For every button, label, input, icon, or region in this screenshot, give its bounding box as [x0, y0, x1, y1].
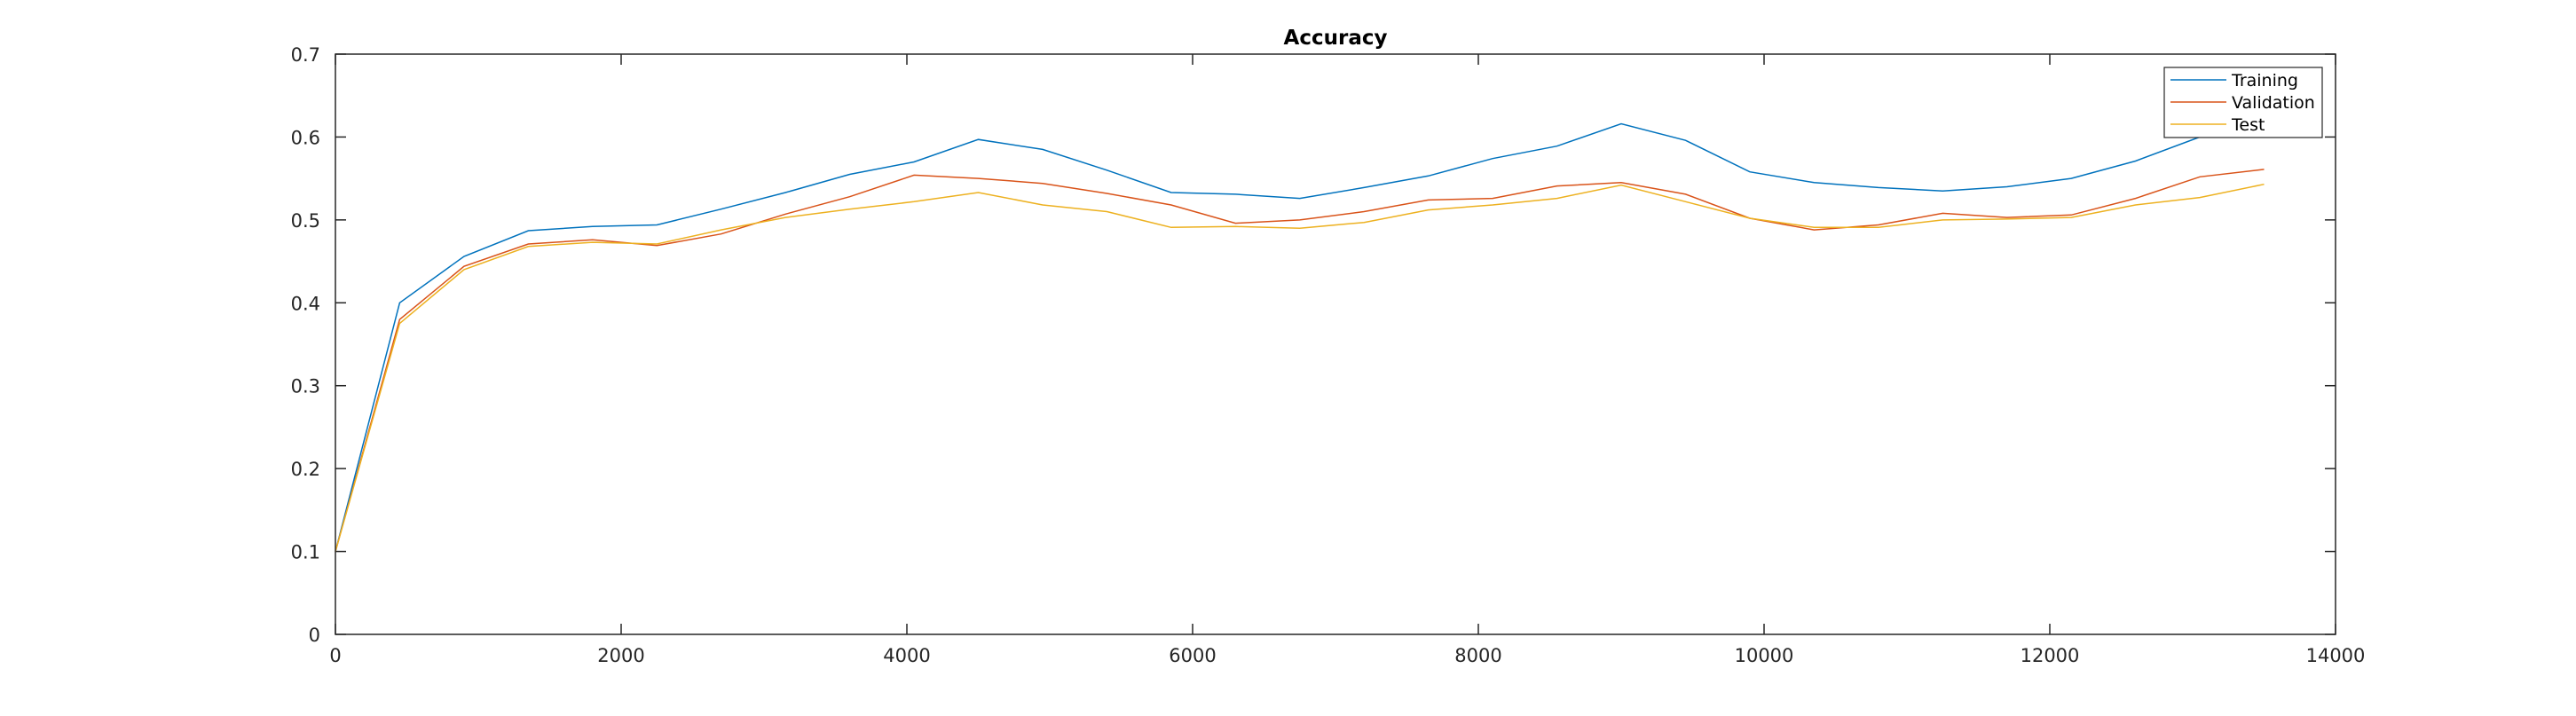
y-tick-label: 0.4 — [291, 293, 320, 314]
y-tick-label: 0.3 — [291, 376, 320, 397]
series-line-training — [335, 122, 2265, 552]
axis-ticks: 0 2000 4000 6000 8000 10000 12000 14000 0 0.1 0.2 0… — [291, 44, 2366, 666]
plot-frame — [335, 53, 2336, 635]
plot-background — [335, 54, 2336, 634]
x-tick-label: 6000 — [1169, 645, 1216, 666]
x-tick-label: 0 — [329, 645, 341, 666]
x-tick-label: 2000 — [597, 645, 644, 666]
y-tick-label: 0.2 — [291, 459, 320, 480]
y-tick-label: 0 — [309, 625, 320, 646]
y-tick-label: 0.7 — [291, 44, 320, 66]
legend-label-training: Training — [2231, 71, 2298, 90]
series-line-validation — [335, 169, 2265, 552]
y-tick-label: 0.6 — [291, 127, 320, 148]
x-tick-label: 14000 — [2306, 645, 2366, 666]
x-tick-label: 8000 — [1454, 645, 1501, 666]
chart-title: Accuracy — [1284, 27, 1388, 50]
series-lines — [335, 122, 2265, 552]
series-line-test — [335, 183, 2265, 552]
x-tick-label: 12000 — [2021, 645, 2080, 666]
legend-label-validation: Validation — [2232, 93, 2315, 113]
x-tick-label: 10000 — [1735, 645, 1794, 666]
y-tick-label: 0.5 — [291, 210, 320, 232]
x-tick-label: 4000 — [883, 645, 930, 666]
legend-label-test: Test — [2231, 115, 2265, 135]
y-tick-label: 0.1 — [291, 542, 320, 563]
